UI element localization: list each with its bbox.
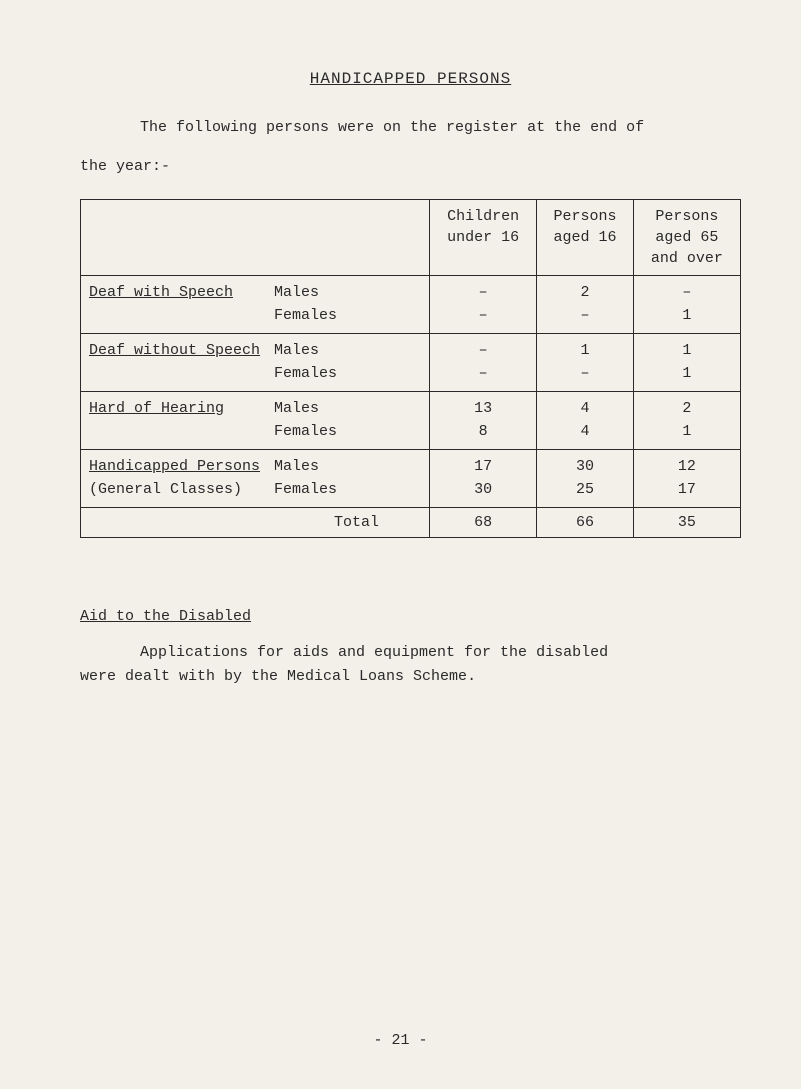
table-row: Handicapped Persons (General Classes) Ma…: [81, 450, 741, 508]
cell: 21: [633, 392, 740, 450]
cell: 1730: [430, 450, 537, 508]
cell-value: 4: [545, 398, 624, 421]
category-label: Deaf with Speech: [89, 282, 274, 305]
page: HANDICAPPED PERSONS The following person…: [0, 0, 801, 1089]
cell: 1–: [537, 334, 633, 392]
cell-value: –: [545, 305, 624, 328]
cell-value: 2: [545, 282, 624, 305]
cell-value: 2: [642, 398, 732, 421]
section-body-line2: were dealt with by the Medical Loans Sch…: [80, 665, 741, 689]
cell-value: 1: [642, 363, 732, 386]
header-aged65-l2: aged 65: [642, 227, 732, 248]
page-number: - 21 -: [0, 1032, 801, 1049]
gender-label: Males: [274, 282, 354, 305]
cell-value: –: [438, 363, 528, 386]
total-cell: 66: [537, 508, 633, 538]
total-cell: 68: [430, 508, 537, 538]
cell-value: –: [438, 340, 528, 363]
section-title: Aid to the Disabled: [80, 608, 741, 625]
cell-value: 17: [642, 479, 732, 502]
cell: 11: [633, 334, 740, 392]
cell-value: 1: [642, 305, 732, 328]
table-row: Deaf without Speech Males Females –– 1– …: [81, 334, 741, 392]
cell-value: –: [438, 282, 528, 305]
cell-value: 30: [545, 456, 624, 479]
intro-paragraph-line1: The following persons were on the regist…: [80, 116, 741, 140]
gender-label: Males: [274, 340, 354, 363]
gender-label: Males: [274, 456, 354, 479]
row-category-cell: Handicapped Persons (General Classes) Ma…: [81, 450, 430, 508]
header-children-l1: Children: [438, 206, 528, 227]
cell-value: 25: [545, 479, 624, 502]
cell: 1217: [633, 450, 740, 508]
row-category-cell: Deaf without Speech Males Females: [81, 334, 430, 392]
header-children: Children under 16: [430, 200, 537, 276]
cell-value: 1: [642, 421, 732, 444]
gender-label: Males: [274, 398, 354, 421]
cell-value: 13: [438, 398, 528, 421]
cell-value: 30: [438, 479, 528, 502]
cell: 3025: [537, 450, 633, 508]
gender-label: Females: [274, 363, 354, 386]
data-table: Children under 16 Persons aged 16 Person…: [80, 199, 741, 538]
header-aged65-l3: and over: [642, 248, 732, 269]
table-row: Hard of Hearing Males Females 138 44 21: [81, 392, 741, 450]
header-aged16: Persons aged 16: [537, 200, 633, 276]
cell-value: 1: [642, 340, 732, 363]
header-children-l2: under 16: [438, 227, 528, 248]
section-body-line1: Applications for aids and equipment for …: [80, 641, 741, 665]
gender-label: Females: [274, 305, 354, 328]
cell: ––: [430, 334, 537, 392]
gender-label: Females: [274, 479, 354, 502]
cell-value: –: [642, 282, 732, 305]
cell: ––: [430, 276, 537, 334]
table-row: Deaf with Speech Males Females –– 2– –1: [81, 276, 741, 334]
category-label: Handicapped Persons: [89, 456, 274, 479]
intro-paragraph-line2: the year:-: [80, 158, 741, 175]
row-category-cell: Deaf with Speech Males Females: [81, 276, 430, 334]
cell-value: 1: [545, 340, 624, 363]
cell-value: 8: [438, 421, 528, 444]
header-aged16-l2: aged 16: [545, 227, 624, 248]
row-category-cell: Hard of Hearing Males Females: [81, 392, 430, 450]
cell: –1: [633, 276, 740, 334]
cell-value: 4: [545, 421, 624, 444]
cell: 2–: [537, 276, 633, 334]
table-header-row: Children under 16 Persons aged 16 Person…: [81, 200, 741, 276]
header-aged65: Persons aged 65 and over: [633, 200, 740, 276]
category-label-line2: (General Classes): [89, 479, 274, 502]
category-label: Hard of Hearing: [89, 398, 274, 421]
cell-value: 12: [642, 456, 732, 479]
category-label: Deaf without Speech: [89, 340, 274, 363]
cell-value: –: [438, 305, 528, 328]
total-label: Total: [81, 508, 430, 538]
cell: 44: [537, 392, 633, 450]
table-total-row: Total 68 66 35: [81, 508, 741, 538]
header-blank: [81, 200, 430, 276]
cell-value: –: [545, 363, 624, 386]
header-aged65-l1: Persons: [642, 206, 732, 227]
total-cell: 35: [633, 508, 740, 538]
cell-value: 17: [438, 456, 528, 479]
cell: 138: [430, 392, 537, 450]
header-aged16-l1: Persons: [545, 206, 624, 227]
page-title: HANDICAPPED PERSONS: [80, 70, 741, 88]
gender-label: Females: [274, 421, 354, 444]
